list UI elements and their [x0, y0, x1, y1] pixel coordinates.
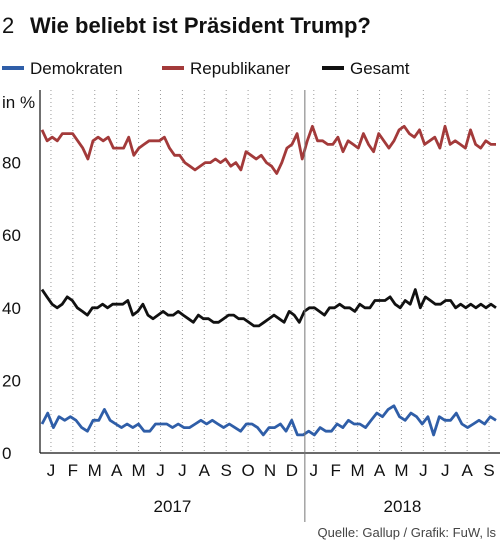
legend-label: Gesamt	[350, 59, 410, 78]
x-tick-label: M	[394, 461, 408, 480]
x-tick-label: A	[461, 461, 473, 480]
x-tick-label: M	[88, 461, 102, 480]
series-line-demokraten	[40, 404, 497, 437]
source-note: Quelle: Gallup / Grafik: FuW, ls	[318, 525, 497, 540]
y-tick-label: 60	[2, 226, 21, 245]
series-line-republikaner	[40, 124, 496, 175]
legend: Demokraten Republikaner Gesamt	[2, 59, 410, 78]
x-tick-label: J	[310, 461, 319, 480]
x-tick-label: M	[351, 461, 365, 480]
x-tick-label: O	[241, 461, 254, 480]
y-tick-label: 80	[2, 154, 21, 173]
x-tick-label: F	[331, 461, 341, 480]
chart-number: 2	[2, 13, 14, 38]
x-tick-label: F	[68, 461, 78, 480]
x-tick-label: D	[286, 461, 298, 480]
x-tick-label: J	[441, 461, 450, 480]
y-tick-label: 20	[2, 371, 21, 390]
legend-label: Republikaner	[190, 59, 291, 78]
x-tick-label: J	[156, 461, 165, 480]
y-tick-label: 0	[2, 444, 11, 463]
legend-label: Demokraten	[30, 59, 123, 78]
y-tick-label: 40	[2, 299, 21, 318]
x-tick-label: J	[419, 461, 428, 480]
year-label: 2017	[154, 497, 192, 516]
x-tick-label: S	[483, 461, 494, 480]
y-axis-label: in %	[2, 93, 35, 112]
x-tick-label: A	[199, 461, 211, 480]
x-tick-label: M	[131, 461, 145, 480]
series-lines	[40, 124, 497, 437]
series-line-gesamt	[40, 288, 497, 328]
chart-title: Wie beliebt ist Präsident Trump?	[30, 13, 371, 38]
x-tick-label: S	[221, 461, 232, 480]
year-label: 2018	[384, 497, 422, 516]
y-axis: 0 20 40 60 80	[2, 154, 21, 463]
x-tick-label: J	[178, 461, 187, 480]
x-tick-label: N	[264, 461, 276, 480]
x-tick-label: A	[374, 461, 386, 480]
x-tick-label: J	[47, 461, 56, 480]
x-tick-label: A	[111, 461, 123, 480]
axes	[39, 90, 500, 522]
